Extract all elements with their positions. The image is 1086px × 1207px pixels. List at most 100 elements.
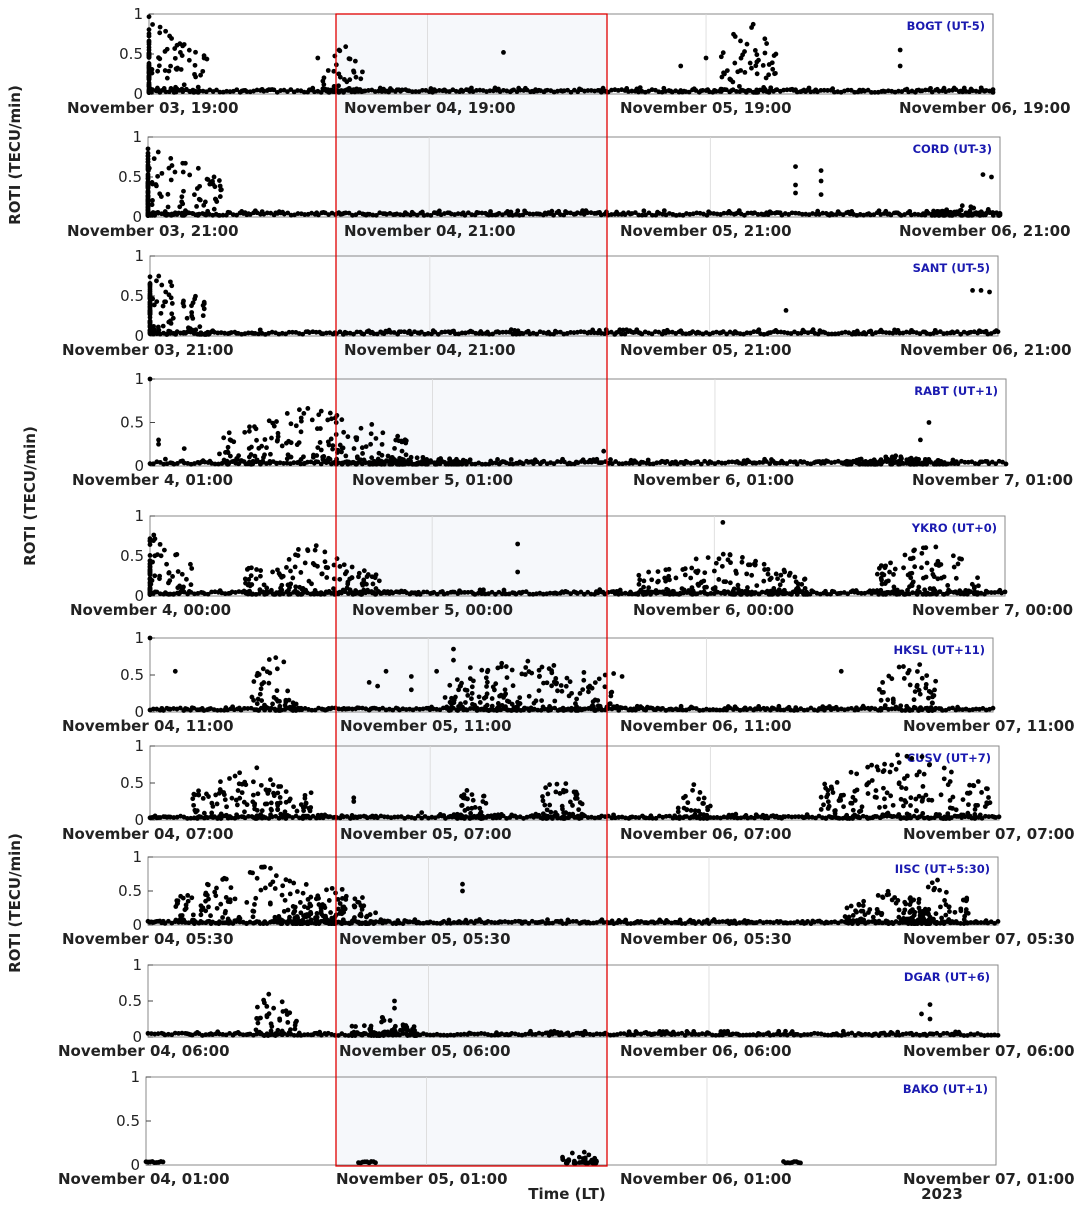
burst-point [287,584,292,590]
x-tick-label: November 04, 21:00 [344,341,516,359]
burst-point [189,310,195,315]
burst-point [691,782,697,788]
baseline-point [244,89,250,95]
baseline-point [582,459,588,465]
burst-point [523,665,529,670]
y-tick-label: 0.5 [120,414,144,432]
burst-point [975,575,980,581]
burst-point [287,891,293,897]
burst-point [920,784,926,789]
burst-point [167,578,173,584]
burst-point [293,423,299,429]
x-tick-label: November 5, 01:00 [352,471,513,489]
burst-point [181,42,187,47]
burst-point [713,560,719,566]
burst-point [533,698,539,704]
burst-point [276,571,282,576]
station-label: IISC (UT+5:30) [895,862,990,876]
burst-point [164,75,170,81]
x-tick-label: November 03, 19:00 [67,99,239,117]
burst-point [258,568,264,573]
burst-point [464,788,470,793]
baseline-point [479,461,485,467]
burst-point [152,536,158,542]
burst-point [325,417,331,423]
x-tick-label: November 06, 21:00 [899,222,1071,240]
burst-point [854,457,860,463]
burst-point [193,809,199,815]
baseline-point [1002,589,1008,595]
baseline-point [608,329,614,335]
station-label: CORD (UT-3) [913,142,992,156]
burst-point [155,68,161,74]
burst-point [878,575,884,581]
burst-point [169,283,175,289]
y-tick-label: 0 [134,587,144,605]
burst-point [259,443,265,449]
burst-point [749,65,754,71]
burst-point [274,688,280,694]
burst-point [904,703,910,709]
burst-point [341,90,346,95]
burst-point [149,578,155,583]
burst-point [929,797,935,803]
burst-point [536,688,542,693]
burst-point [250,458,256,464]
burst-point [553,789,559,795]
burst-point [152,213,158,218]
burst-point [545,791,551,797]
burst-point [271,790,276,796]
burst-point [200,68,206,74]
burst-point [847,816,852,821]
burst-point [269,435,274,441]
burst-point [504,675,510,680]
burst-point [874,795,879,800]
burst-point [908,795,914,801]
burst-point [169,311,175,317]
burst-point [716,556,722,562]
burst-point [150,22,155,27]
isolated-point [918,437,923,443]
burst-point [917,662,923,668]
burst-point [901,676,907,681]
isolated-point [703,55,709,61]
burst-point [829,786,835,792]
burst-point [318,408,324,414]
burst-point [214,801,220,807]
burst-point [484,684,489,689]
burst-point [772,71,777,77]
burst-point [894,592,900,597]
isolated-point [611,671,617,676]
isolated-point [978,288,984,293]
burst-point [249,565,254,571]
baseline-point [388,329,394,335]
baseline-point [465,589,471,595]
baseline-point [784,87,790,93]
burst-point [970,783,976,788]
burst-point [339,445,345,451]
baseline-point [726,459,732,465]
burst-point [229,795,235,801]
burst-point [950,553,956,559]
burst-point [945,811,951,817]
burst-point [299,592,304,597]
burst-point [254,457,260,463]
burst-point [195,213,201,218]
baseline-point [481,587,486,593]
burst-point [469,690,475,696]
baseline-point [520,461,526,467]
burst-point [898,816,904,821]
burst-point [728,77,734,83]
burst-point [684,807,690,812]
burst-point [163,28,169,34]
baseline-point [623,460,629,466]
burst-point [305,548,311,554]
baseline-point [344,330,350,336]
burst-point [881,689,886,695]
burst-point [277,800,283,806]
burst-point [147,284,153,290]
y-tick-label: 0.5 [120,774,144,792]
isolated-point [818,192,824,198]
burst-point [802,585,808,591]
burst-point [559,688,565,694]
